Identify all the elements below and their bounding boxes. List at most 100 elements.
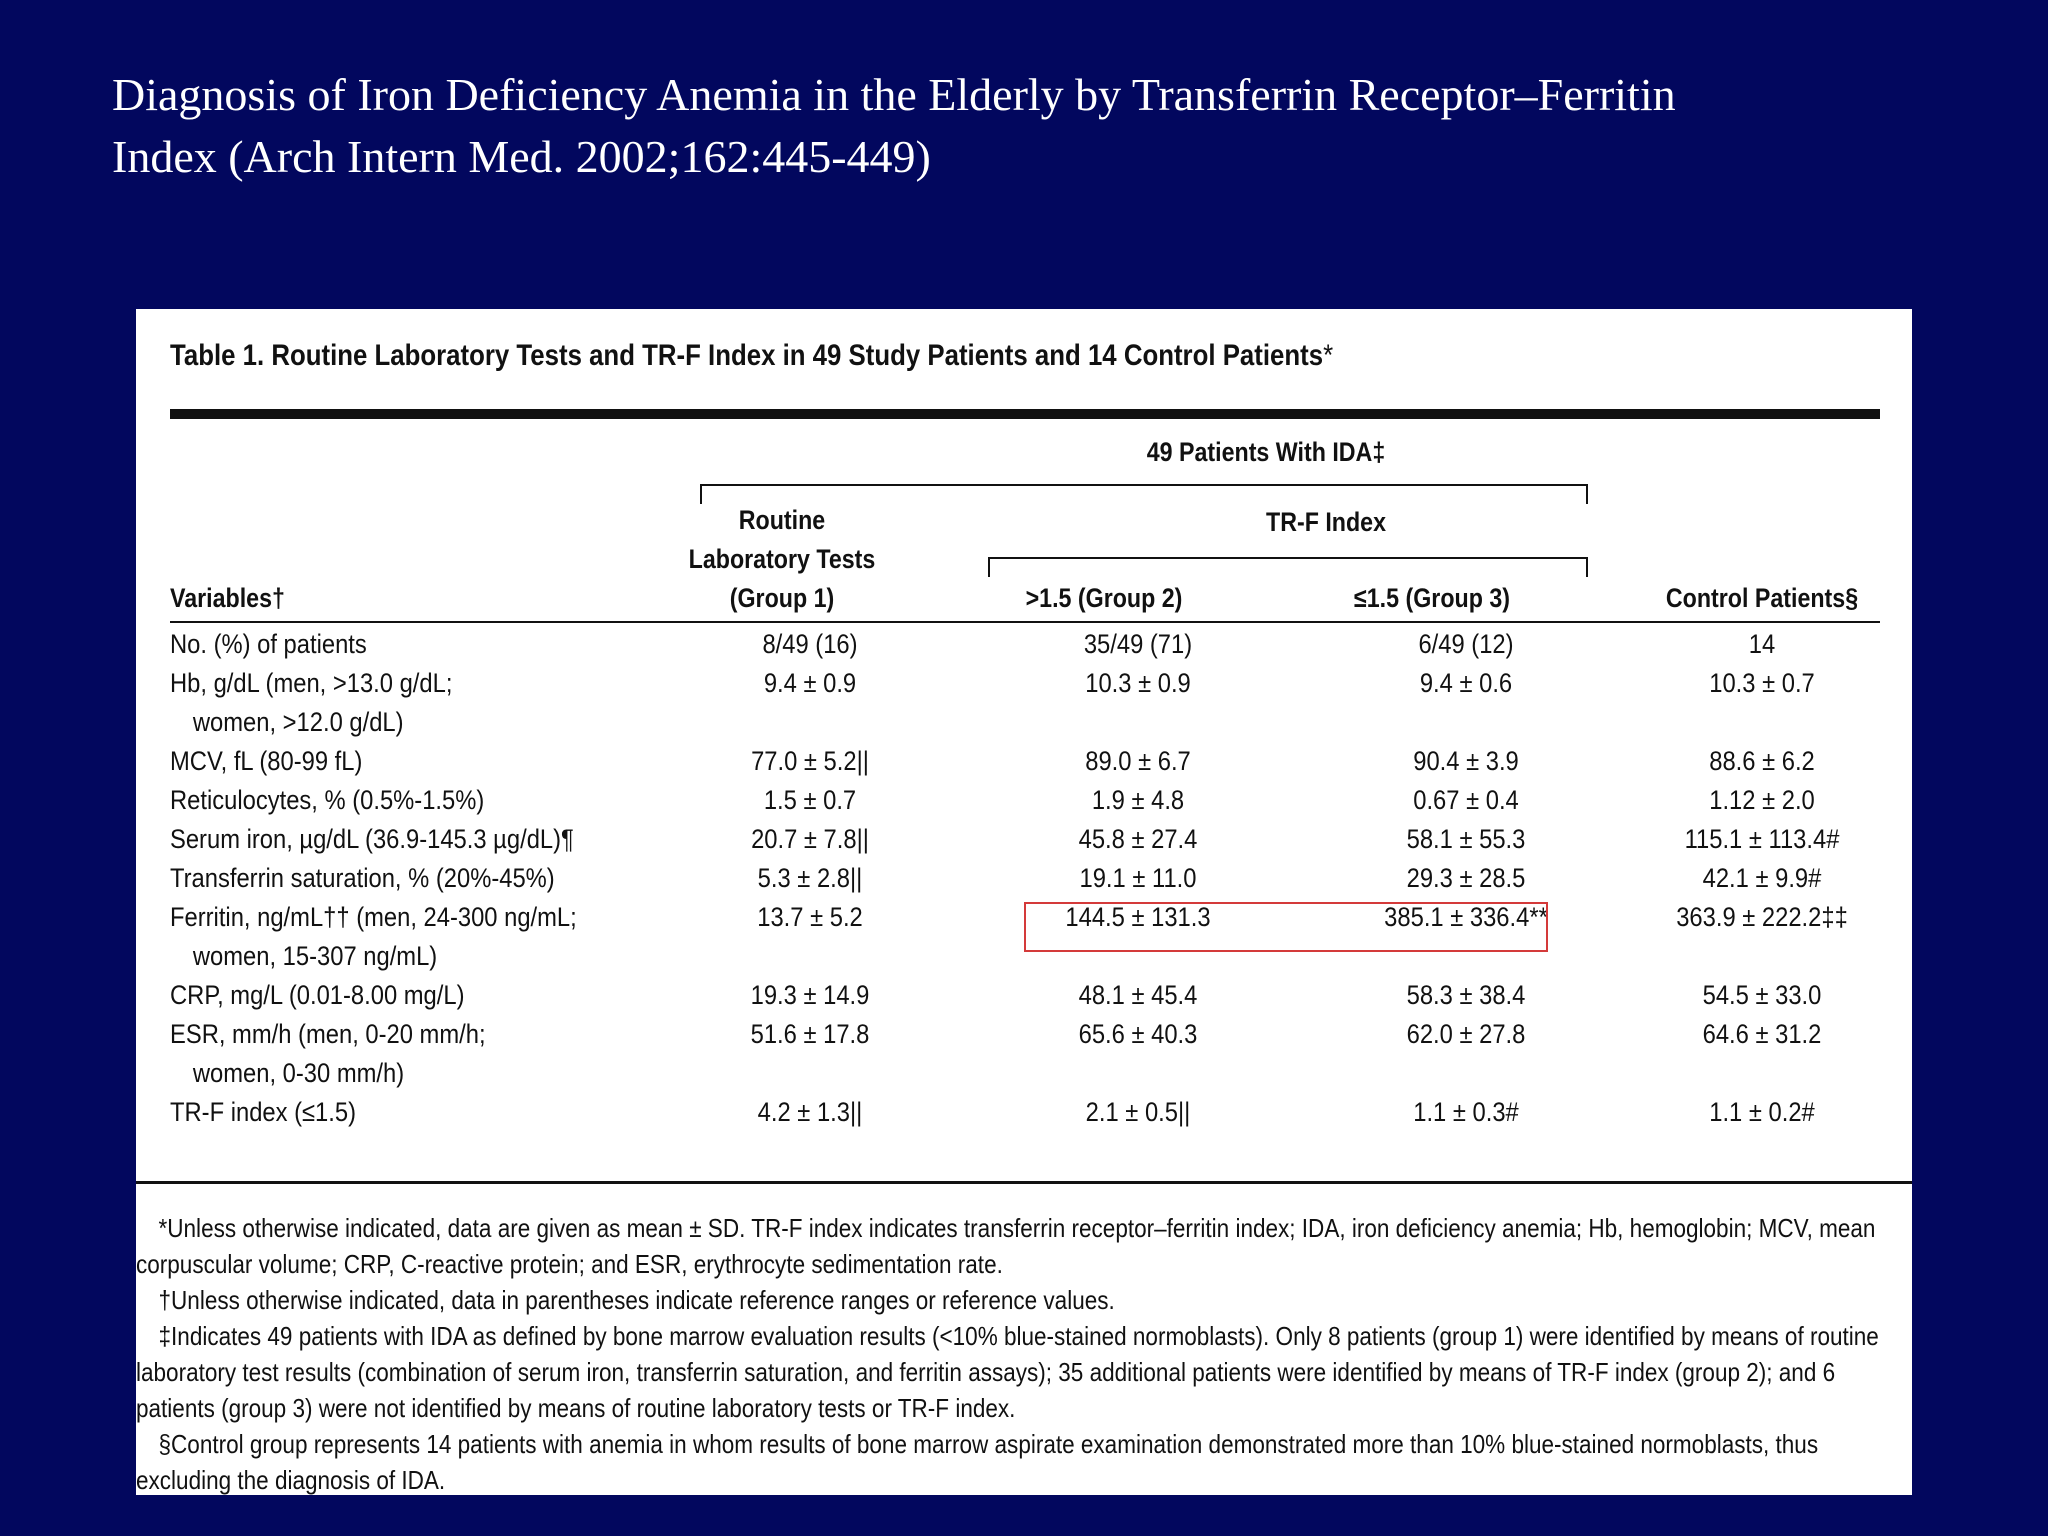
cell-group2: 89.0 ± 6.7 [1085, 746, 1191, 776]
cell-control: 1.1 ± 0.2# [1709, 1097, 1815, 1127]
cell-group1: 13.7 ± 5.2 [757, 902, 863, 932]
cell-group2: 19.1 ± 11.0 [1079, 863, 1197, 893]
table-row: Ferritin, ng/mL†† (men, 24-300 ng/mL; wom… [170, 898, 1880, 976]
cell-group3: 0.67 ± 0.4 [1413, 785, 1519, 815]
table-top-rule [170, 409, 1880, 419]
footnote: §Control group represents 14 patients wi… [136, 1429, 1819, 1495]
footnote: †Unless otherwise indicated, data in par… [158, 1285, 1115, 1315]
cell-group2: 2.1 ± 0.5|| [1085, 1097, 1191, 1127]
row-label-line: Hb, g/dL (men, >13.0 g/dL; [170, 668, 453, 698]
row-label-continuation: women, 0-30 mm/h) [192, 1058, 405, 1088]
col-header-trf-index: TR-F Index [1266, 507, 1386, 537]
row-label: Transferrin saturation, % (20%-45%) [170, 859, 575, 898]
cell-group2: 48.1 ± 45.4 [1078, 980, 1198, 1010]
cell-group1: 19.3 ± 14.9 [750, 980, 870, 1010]
row-label-line: MCV, fL (80-99 fL) [170, 746, 363, 776]
table-row: No. (%) of patients 8/49 (16) 35/49 (71)… [170, 625, 1880, 664]
row-label-continuation: women, >12.0 g/dL) [192, 707, 404, 737]
row-label-line: Transferrin saturation, % (20%-45%) [170, 863, 555, 893]
cell-group1: 4.2 ± 1.3|| [757, 1097, 863, 1127]
cell-group3: 6/49 (12) [1418, 629, 1514, 659]
table-panel: Table 1. Routine Laboratory Tests and TR… [136, 309, 1912, 1495]
cell-control: 54.5 ± 33.0 [1702, 980, 1822, 1010]
cell-control: 1.12 ± 2.0 [1709, 785, 1815, 815]
row-label-line: CRP, mg/L (0.01-8.00 mg/L) [170, 980, 465, 1010]
row-label-continuation: women, 15-307 ng/mL) [192, 941, 438, 971]
cell-group3: 29.3 ± 28.5 [1406, 863, 1526, 893]
table-caption: Table 1. Routine Laboratory Tests and TR… [170, 339, 1333, 373]
row-label-line: Ferritin, ng/mL†† (men, 24-300 ng/mL; [170, 902, 577, 932]
col-header-group1-line1: Routine [738, 505, 826, 535]
col-header-group3: ≤1.5 (Group 3) [1354, 583, 1510, 613]
trf-bracket-right [1586, 557, 1588, 577]
cell-control: 42.1 ± 9.9# [1702, 863, 1822, 893]
table-row: Serum iron, µg/dL (36.9-145.3 µg/dL)¶ 20… [170, 820, 1880, 859]
row-label: No. (%) of patients [170, 625, 575, 664]
col-header-group1-line2: Laboratory Tests [688, 544, 876, 574]
group-bracket-left [700, 484, 702, 504]
footnote: *Unless otherwise indicated, data are gi… [136, 1213, 1876, 1279]
table-bottom-rule [136, 1181, 1912, 1184]
trf-bracket-line [988, 557, 1588, 559]
table-row: MCV, fL (80-99 fL) 77.0 ± 5.2|| 89.0 ± 6… [170, 742, 1880, 781]
row-label-line: Serum iron, µg/dL (36.9-145.3 µg/dL)¶ [170, 824, 574, 854]
cell-group1: 8/49 (16) [762, 629, 858, 659]
cell-group1: 1.5 ± 0.7 [763, 785, 857, 815]
cell-group2: 144.5 ± 131.3 [1065, 902, 1211, 932]
cell-group1: 51.6 ± 17.8 [750, 1019, 870, 1049]
row-label: Reticulocytes, % (0.5%-1.5%) [170, 781, 575, 820]
table-caption-text: Table 1. Routine Laboratory Tests and TR… [170, 339, 1324, 372]
trf-bracket-left [988, 557, 990, 577]
row-label-line: Reticulocytes, % (0.5%-1.5%) [170, 785, 485, 815]
row-label: Serum iron, µg/dL (36.9-145.3 µg/dL)¶ [170, 820, 575, 859]
col-header-variables: Variables† [170, 583, 285, 613]
group-bracket-line [700, 484, 1588, 486]
cell-group3: 1.1 ± 0.3# [1413, 1097, 1519, 1127]
table-body: No. (%) of patients 8/49 (16) 35/49 (71)… [170, 625, 1880, 1132]
row-label-line: No. (%) of patients [170, 629, 367, 659]
row-label: MCV, fL (80-99 fL) [170, 742, 575, 781]
row-label: Ferritin, ng/mL†† (men, 24-300 ng/mL; wom… [170, 898, 577, 976]
cell-group2: 10.3 ± 0.9 [1085, 668, 1191, 698]
cell-control: 64.6 ± 31.2 [1702, 1019, 1822, 1049]
cell-group2: 65.6 ± 40.3 [1078, 1019, 1198, 1049]
cell-group3: 9.4 ± 0.6 [1419, 668, 1513, 698]
cell-control: 14 [1748, 629, 1776, 659]
cell-group3: 58.3 ± 38.4 [1406, 980, 1526, 1010]
row-label: TR-F index (≤1.5) [170, 1093, 575, 1132]
cell-group3: 90.4 ± 3.9 [1413, 746, 1519, 776]
table-row: CRP, mg/L (0.01-8.00 mg/L) 19.3 ± 14.9 4… [170, 976, 1880, 1015]
table-row: TR-F index (≤1.5) 4.2 ± 1.3|| 2.1 ± 0.5|… [170, 1093, 1880, 1132]
cell-control: 10.3 ± 0.7 [1709, 668, 1815, 698]
table-row: Transferrin saturation, % (20%-45%) 5.3 … [170, 859, 1880, 898]
cell-control: 88.6 ± 6.2 [1709, 746, 1815, 776]
col-header-control: Control Patients§ [1665, 583, 1859, 613]
slide-title-line-2: Index (Arch Intern Med. 2002;162:445-449… [112, 131, 931, 182]
header-rule [170, 621, 1880, 623]
cell-control: 115.1 ± 113.4# [1684, 824, 1840, 854]
footnote: ‡Indicates 49 patients with IDA as defin… [136, 1321, 1879, 1423]
table-row: Hb, g/dL (men, >13.0 g/dL; women, >12.0 g… [170, 664, 1880, 742]
cell-control: 363.9 ± 222.2‡‡ [1676, 902, 1848, 932]
group-bracket-right [1586, 484, 1588, 504]
row-label-line: ESR, mm/h (men, 0-20 mm/h; [170, 1019, 486, 1049]
col-header-group2: >1.5 (Group 2) [1025, 583, 1183, 613]
slide-title: Diagnosis of Iron Deficiency Anemia in t… [112, 64, 1932, 188]
cell-group2: 1.9 ± 4.8 [1091, 785, 1185, 815]
row-label: Hb, g/dL (men, >13.0 g/dL; women, >12.0 g… [170, 664, 575, 742]
row-label: ESR, mm/h (men, 0-20 mm/h; women, 0-30 mm… [170, 1015, 575, 1093]
col-header-group1-line3: (Group 1) [729, 583, 835, 613]
cell-group1: 20.7 ± 7.8|| [751, 824, 869, 854]
table-row: ESR, mm/h (men, 0-20 mm/h; women, 0-30 mm… [170, 1015, 1880, 1093]
cell-group3: 58.1 ± 55.3 [1406, 824, 1526, 854]
group-header-ida: 49 Patients With IDA‡ [1146, 437, 1386, 467]
cell-group3: 62.0 ± 27.8 [1406, 1019, 1526, 1049]
slide-title-line-1: Diagnosis of Iron Deficiency Anemia in t… [112, 69, 1676, 120]
table-caption-mark: * [1323, 339, 1334, 372]
cell-group1: 9.4 ± 0.9 [763, 668, 857, 698]
cell-group1: 5.3 ± 2.8|| [757, 863, 863, 893]
cell-group1: 77.0 ± 5.2|| [751, 746, 869, 776]
table-footnotes: *Unless otherwise indicated, data are gi… [136, 1210, 1911, 1495]
cell-group2: 35/49 (71) [1083, 629, 1193, 659]
ferritin-highlight-box [1024, 902, 1548, 952]
